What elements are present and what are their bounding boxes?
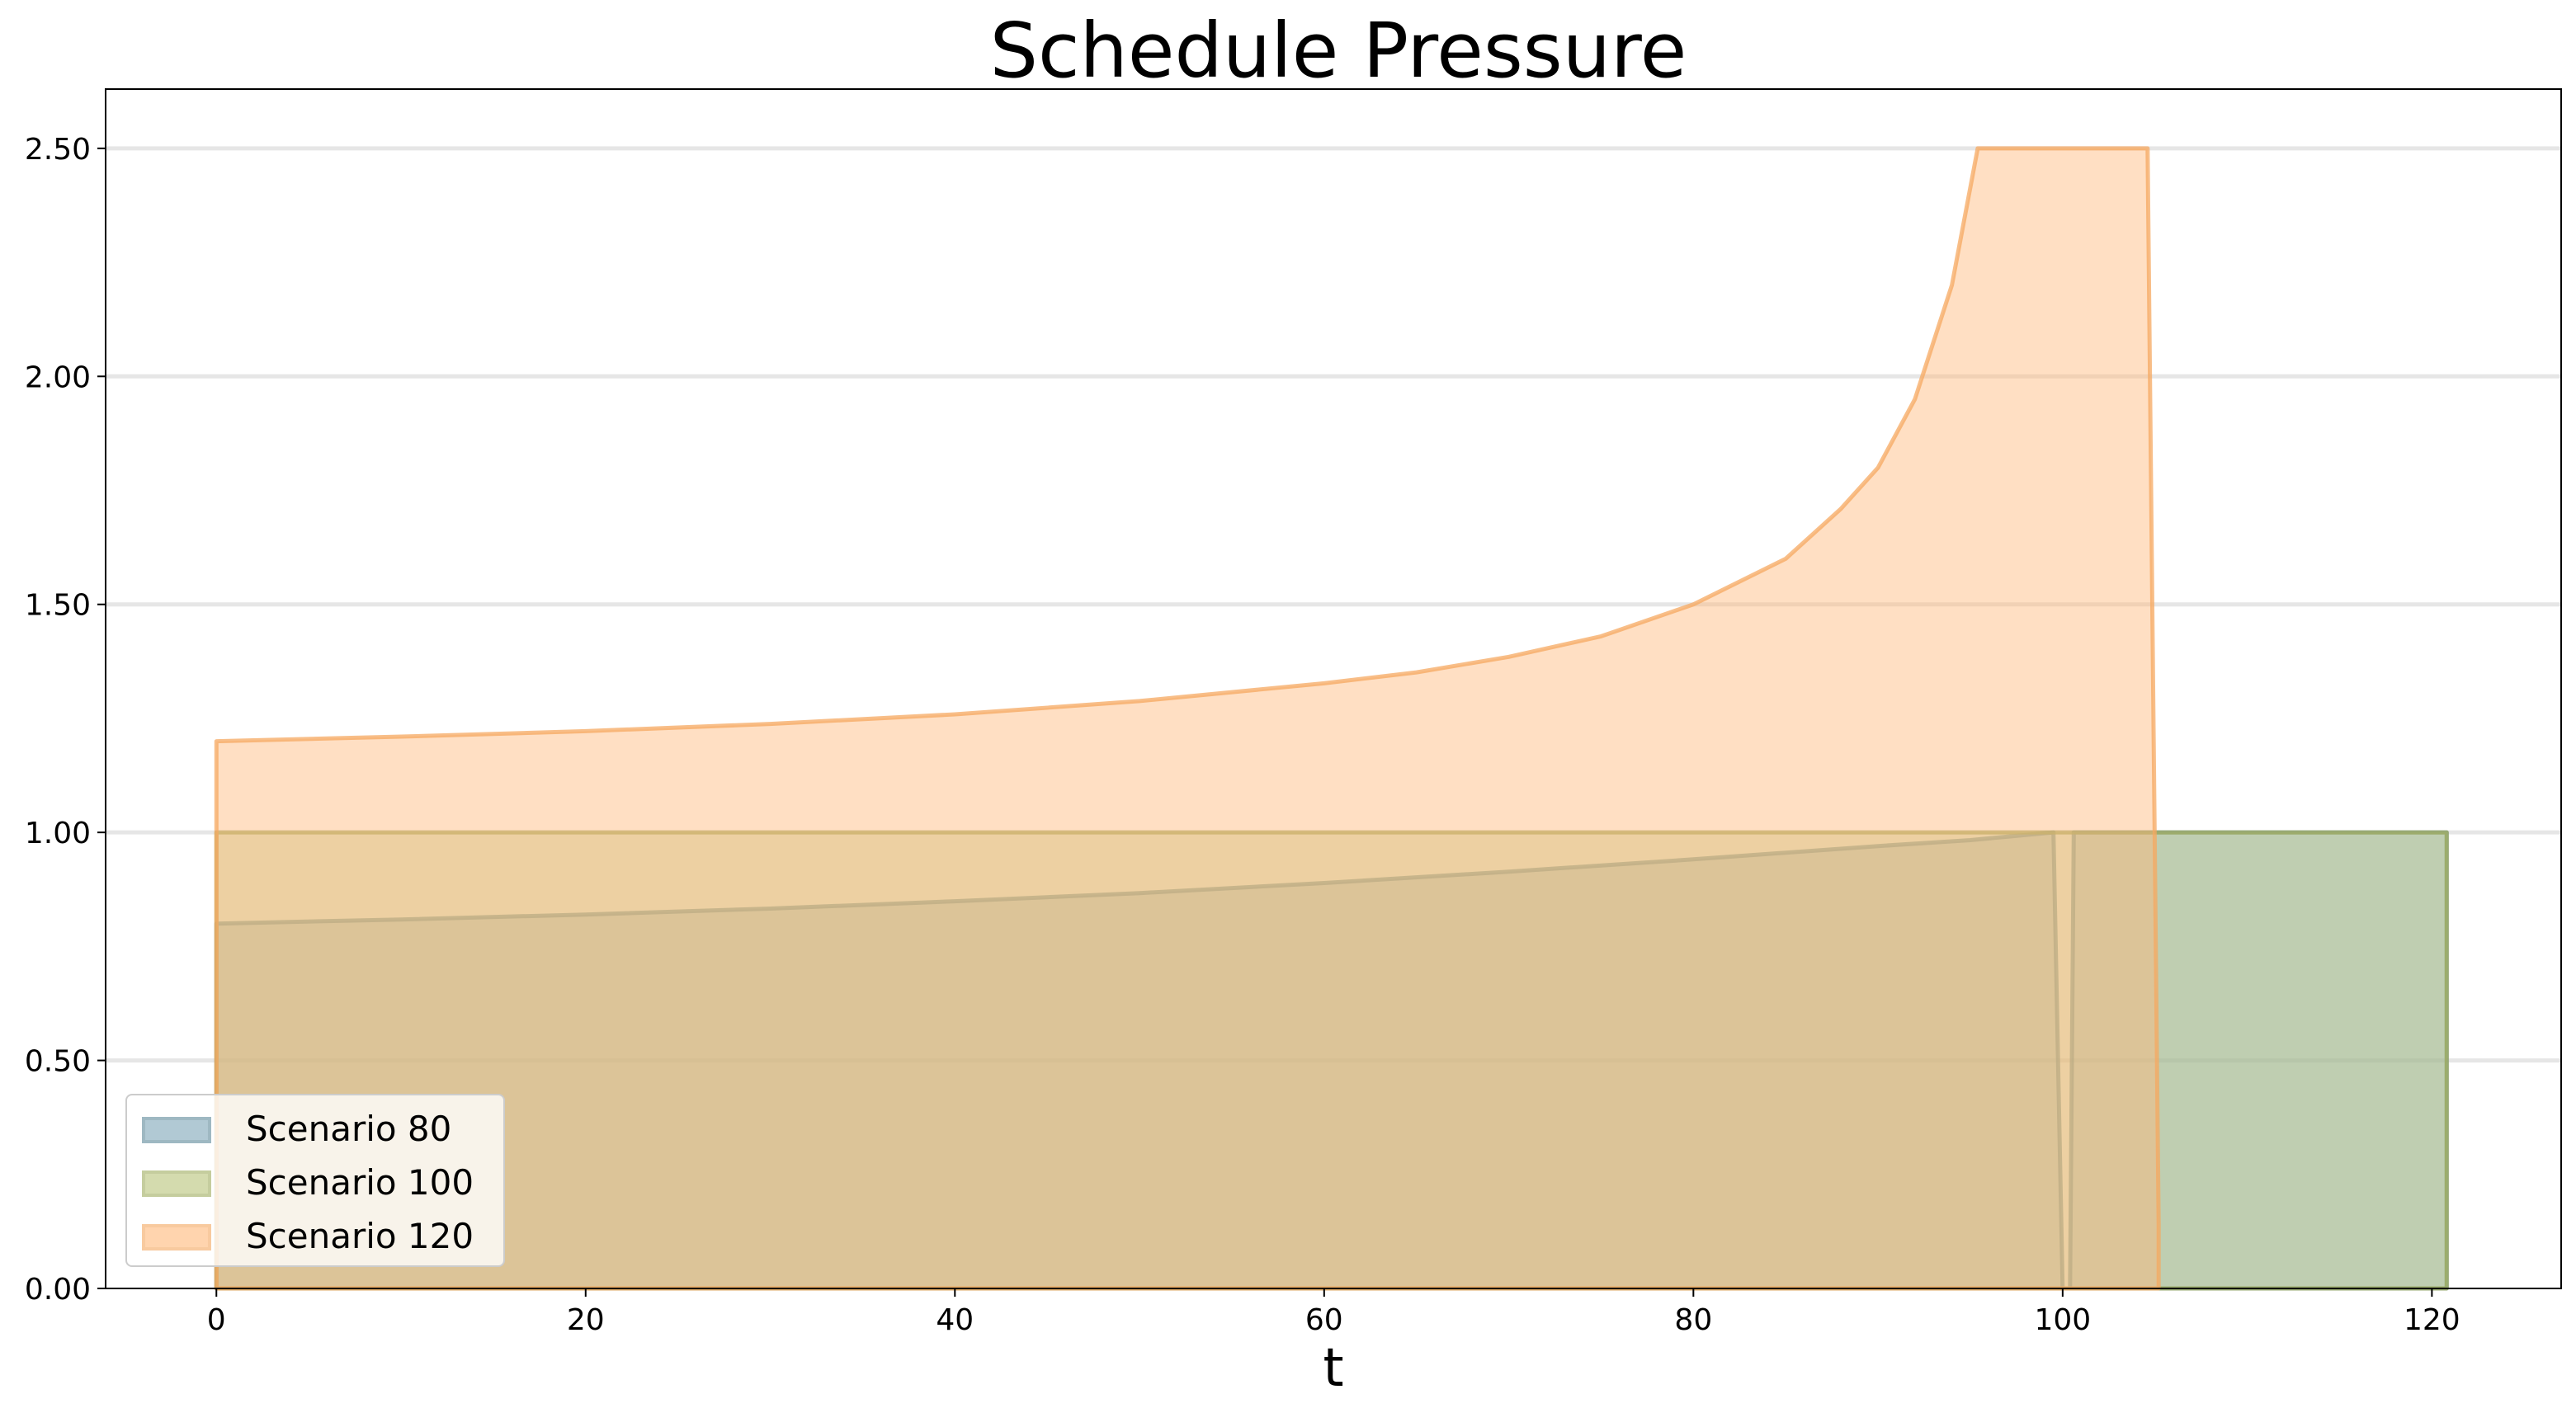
legend-label: Scenario 100 <box>246 1162 474 1203</box>
series-areas <box>214 146 2449 1291</box>
y-tick-label-3: 1.50 <box>25 589 91 623</box>
plot-frame <box>105 88 2562 1289</box>
x-tick-label-3: 60 <box>1305 1303 1343 1337</box>
y-tick-label-5: 2.50 <box>25 133 91 167</box>
series-area-scenario-120 <box>214 146 2161 1291</box>
legend-label: Scenario 120 <box>246 1216 474 1256</box>
legend-item-scenario-80: Scenario 80 <box>139 1107 502 1156</box>
x-tick-label-2: 40 <box>936 1303 974 1337</box>
x-tick-label-1: 20 <box>567 1303 605 1337</box>
x-tick-label-5: 100 <box>2034 1303 2091 1337</box>
x-tick-label-0: 0 <box>207 1303 226 1337</box>
legend-label: Scenario 80 <box>246 1109 452 1149</box>
x-tick-label-4: 80 <box>1674 1303 1712 1337</box>
legend-swatch <box>142 1224 211 1251</box>
legend-item-scenario-100: Scenario 100 <box>139 1161 502 1210</box>
y-tick-label-1: 0.50 <box>25 1045 91 1079</box>
x-tick-label-6: 120 <box>2404 1303 2460 1337</box>
axis-ticks: 0.00 0.50 1.00 1.50 2.00 2.50 0 20 40 60 80 100 120 <box>25 133 2460 1337</box>
legend-swatch <box>142 1117 211 1143</box>
y-tick-label-4: 2.00 <box>25 360 91 394</box>
y-tick-label-2: 1.00 <box>25 817 91 850</box>
legend-item-scenario-120: Scenario 120 <box>139 1214 502 1264</box>
y-tick-label-0: 0.00 <box>25 1273 91 1307</box>
legend-swatch <box>142 1170 211 1197</box>
chart-title: Schedule Pressure <box>989 7 1687 95</box>
x-axis-label: t <box>1323 1338 1343 1399</box>
legend: Scenario 80 Scenario 100 Scenario 120 <box>125 1094 505 1267</box>
